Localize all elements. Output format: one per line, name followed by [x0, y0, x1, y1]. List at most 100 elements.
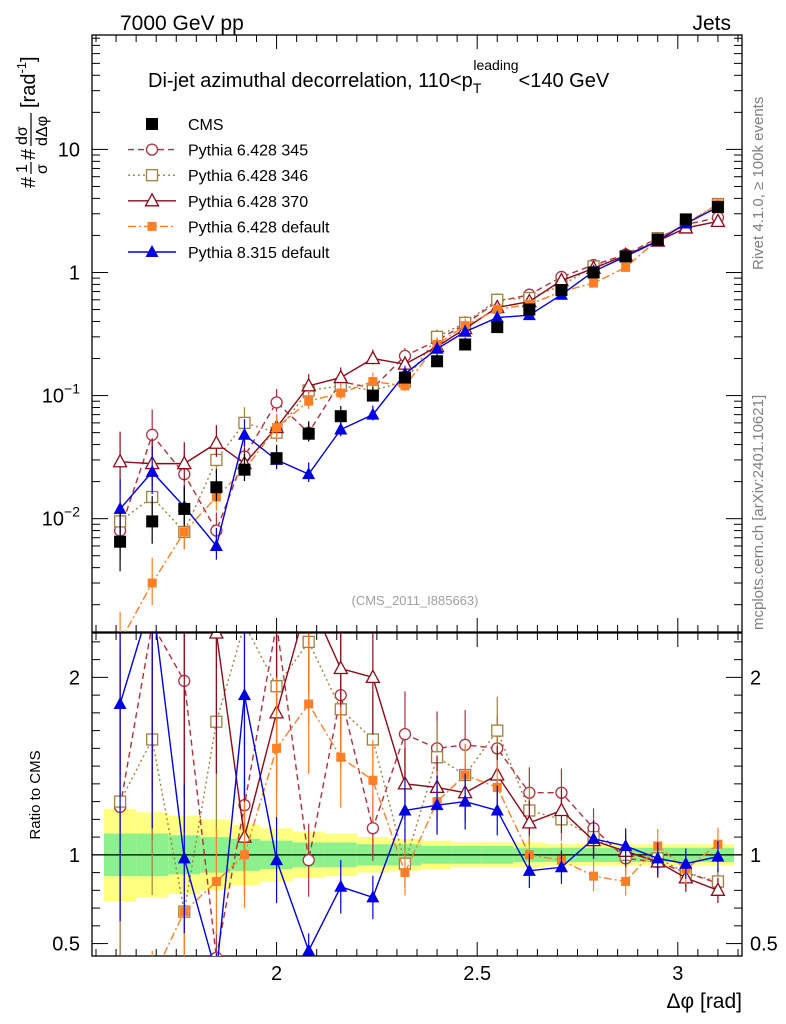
- ratio-y-axis-label: Ratio to CMS: [27, 750, 44, 839]
- ratio-tick-label-right: 0.5: [750, 934, 778, 956]
- data-point: [491, 321, 504, 334]
- ratio-point: [336, 752, 346, 762]
- y-label-den: dΔφ: [34, 116, 51, 146]
- data-point: [492, 305, 502, 315]
- ratio-point: [178, 614, 191, 626]
- data-point: [272, 423, 282, 433]
- data-point: [237, 427, 251, 440]
- data-point: [114, 535, 127, 548]
- ratio-point: [522, 863, 536, 876]
- ratio-point: [272, 743, 282, 753]
- ratio-point: [400, 868, 410, 878]
- data-point: [334, 410, 347, 423]
- data-point: [270, 396, 283, 409]
- ratio-point: [711, 849, 725, 862]
- ratio-series-pythia-6-428-345: [113, 633, 725, 956]
- y-tick-base: 10: [42, 386, 64, 408]
- chart-title: Di-jet azimuthal decorrelation, 110<pTle…: [148, 57, 610, 96]
- y-label-num: dσ: [14, 126, 31, 145]
- ratio-line: [119, 633, 719, 956]
- y-label-unit: [rad-1]: [14, 56, 40, 108]
- y-label-hash2: #: [18, 148, 40, 160]
- data-point: [179, 527, 189, 537]
- data-point: [113, 501, 127, 514]
- ratio-point: [587, 831, 601, 844]
- data-point: [430, 341, 444, 354]
- title-suffix: <140 GeV: [519, 70, 610, 92]
- legend-marker: [146, 118, 158, 130]
- series-pythia-6-428-345: [113, 211, 725, 561]
- ratio-point: [239, 619, 250, 630]
- data-point: [333, 369, 349, 384]
- mcplots-label: mcplots.cern.ch [arXiv:2401.10621]: [750, 395, 767, 630]
- ratio-point: [148, 975, 157, 984]
- ratio-point: [458, 794, 472, 807]
- y-tick-base: 10: [42, 509, 64, 531]
- ratio-point: [237, 688, 251, 701]
- legend-entry: Pythia 6.428 370: [128, 192, 308, 211]
- data-point: [366, 407, 380, 420]
- ratio-point: [302, 943, 316, 956]
- ratio-point: [368, 775, 378, 785]
- y-label-unit-close: ]: [18, 56, 40, 62]
- title-sup: leading: [473, 57, 518, 73]
- ratio-point: [210, 967, 223, 979]
- ratio-point: [398, 803, 412, 816]
- data-point: [336, 388, 346, 398]
- data-point: [651, 233, 664, 246]
- title-sub: T: [473, 80, 482, 96]
- data-point: [587, 266, 600, 279]
- y-axis-label: # 1 σ # dσ dΔφ [rad-1]: [14, 56, 51, 188]
- data-point: [619, 250, 632, 263]
- ratio-point: [302, 591, 315, 603]
- x-tick-label: 3: [672, 963, 683, 985]
- ratio-point: [651, 851, 665, 864]
- data-point: [208, 434, 224, 449]
- data-point: [146, 515, 159, 528]
- data-point: [555, 284, 568, 297]
- y-tick-base: 1: [69, 262, 80, 284]
- data-point: [112, 453, 128, 468]
- data-point: [302, 467, 316, 480]
- legend-label: Pythia 6.428 346: [188, 168, 308, 185]
- y-label-unit-text: [rad: [18, 74, 40, 108]
- title-prefix: Di-jet azimuthal decorrelation, 110<p: [148, 70, 473, 92]
- ratio-point: [177, 851, 191, 864]
- legend-marker: [145, 245, 159, 257]
- y-label-unit-exp: -1: [14, 62, 29, 74]
- ratio-point: [430, 798, 444, 811]
- y-tick-exponent: −1: [64, 381, 80, 397]
- legend-marker: [145, 169, 159, 182]
- ratio-point: [114, 262, 127, 274]
- data-point: [431, 355, 444, 368]
- legend-marker: [144, 192, 160, 207]
- data-point: [400, 381, 410, 391]
- data-point: [368, 377, 378, 387]
- ratio-point: [589, 871, 599, 881]
- data-point: [710, 213, 726, 228]
- series-cms: [114, 201, 724, 572]
- data-point: [176, 455, 192, 470]
- legend-marker: [147, 221, 157, 231]
- header-left: 7000 GeV pp: [120, 12, 244, 35]
- ratio-point: [521, 814, 537, 829]
- ratio-line: [162, 702, 719, 956]
- legend-entry: Pythia 6.428 345: [128, 143, 308, 160]
- ratio-tick-label-right: 2: [750, 667, 761, 689]
- ratio-series-pythia-8-315-default: [113, 633, 725, 979]
- ratio-tick-label-left: 2: [69, 667, 80, 689]
- y-tick-exponent: −2: [64, 504, 80, 520]
- data-point: [238, 463, 251, 476]
- data-point: [458, 324, 472, 337]
- data-point: [711, 201, 724, 214]
- data-point: [365, 350, 381, 365]
- ratio-point: [304, 699, 314, 709]
- y-label-hash1: #: [18, 176, 40, 188]
- ratio-point: [553, 802, 570, 817]
- ratio-tick-label-left: 0.5: [52, 934, 80, 956]
- ratio-point: [113, 696, 127, 709]
- ratio-point: [116, 992, 125, 1001]
- data-point: [210, 481, 223, 494]
- ratio-point: [621, 876, 631, 886]
